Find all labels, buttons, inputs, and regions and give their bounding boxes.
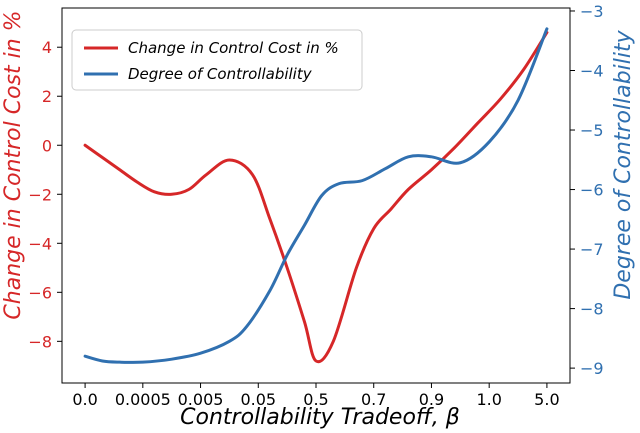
left-tick-label: −6 — [28, 283, 52, 302]
right-y-axis-title: Degree of Controllability — [611, 29, 636, 299]
legend-label-controllability: Degree of Controllability — [128, 65, 313, 83]
left-tick-label: 2 — [42, 87, 52, 106]
left-y-axis: −8 −6 −4 −2 0 2 4 — [28, 38, 62, 351]
x-tick-label: 0.9 — [419, 390, 444, 409]
left-tick-label: −8 — [28, 332, 52, 351]
right-tick-label: −4 — [580, 62, 604, 81]
series-line-1 — [83, 27, 549, 364]
right-tick-label: −6 — [580, 181, 604, 200]
right-tick-label: −8 — [580, 300, 604, 319]
x-tick-label: 0.7 — [361, 390, 386, 409]
right-tick-label: −3 — [580, 2, 604, 21]
left-tick-label: 4 — [42, 38, 52, 57]
legend-box — [71, 29, 363, 91]
left-y-axis-title: Change in Control Cost in % — [1, 10, 26, 319]
x-axis: 0.0 0.0005 0.005 0.05 0.5 0.7 0.9 1.0 5.0 — [72, 383, 560, 409]
x-tick-label: 1.0 — [476, 390, 501, 409]
left-tick-label: −4 — [28, 234, 52, 253]
x-axis-title: Controllability Tradeoff, β — [180, 405, 460, 430]
legend: Change in Control Cost in % Degree of Co… — [71, 29, 363, 91]
left-tick-label: 0 — [42, 136, 52, 155]
x-tick-label: 0.005 — [178, 390, 224, 409]
right-tick-label: −5 — [580, 121, 604, 140]
x-tick-label: 0.5 — [303, 390, 328, 409]
right-y-axis: −9 −8 −7 −6 −5 −4 −3 — [570, 2, 604, 378]
x-tick-label: 0.0005 — [115, 390, 171, 409]
x-tick-label: 0.05 — [240, 390, 276, 409]
legend-label-cost: Change in Control Cost in % — [128, 39, 339, 57]
x-tick-label: 5.0 — [534, 390, 559, 409]
left-tick-label: −2 — [28, 185, 52, 204]
series-line-0 — [83, 31, 549, 364]
right-tick-label: −7 — [580, 240, 604, 259]
right-tick-label: −9 — [580, 359, 604, 378]
x-tick-label: 0.0 — [72, 390, 97, 409]
